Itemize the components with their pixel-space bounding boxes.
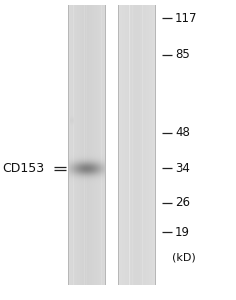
Text: (kD): (kD)	[172, 253, 196, 263]
Text: 48: 48	[175, 127, 190, 140]
Text: 117: 117	[175, 11, 198, 25]
Text: CD153: CD153	[2, 161, 44, 175]
Text: 85: 85	[175, 49, 190, 62]
Text: 34: 34	[175, 161, 190, 175]
Text: 19: 19	[175, 226, 190, 238]
Text: 26: 26	[175, 196, 190, 209]
